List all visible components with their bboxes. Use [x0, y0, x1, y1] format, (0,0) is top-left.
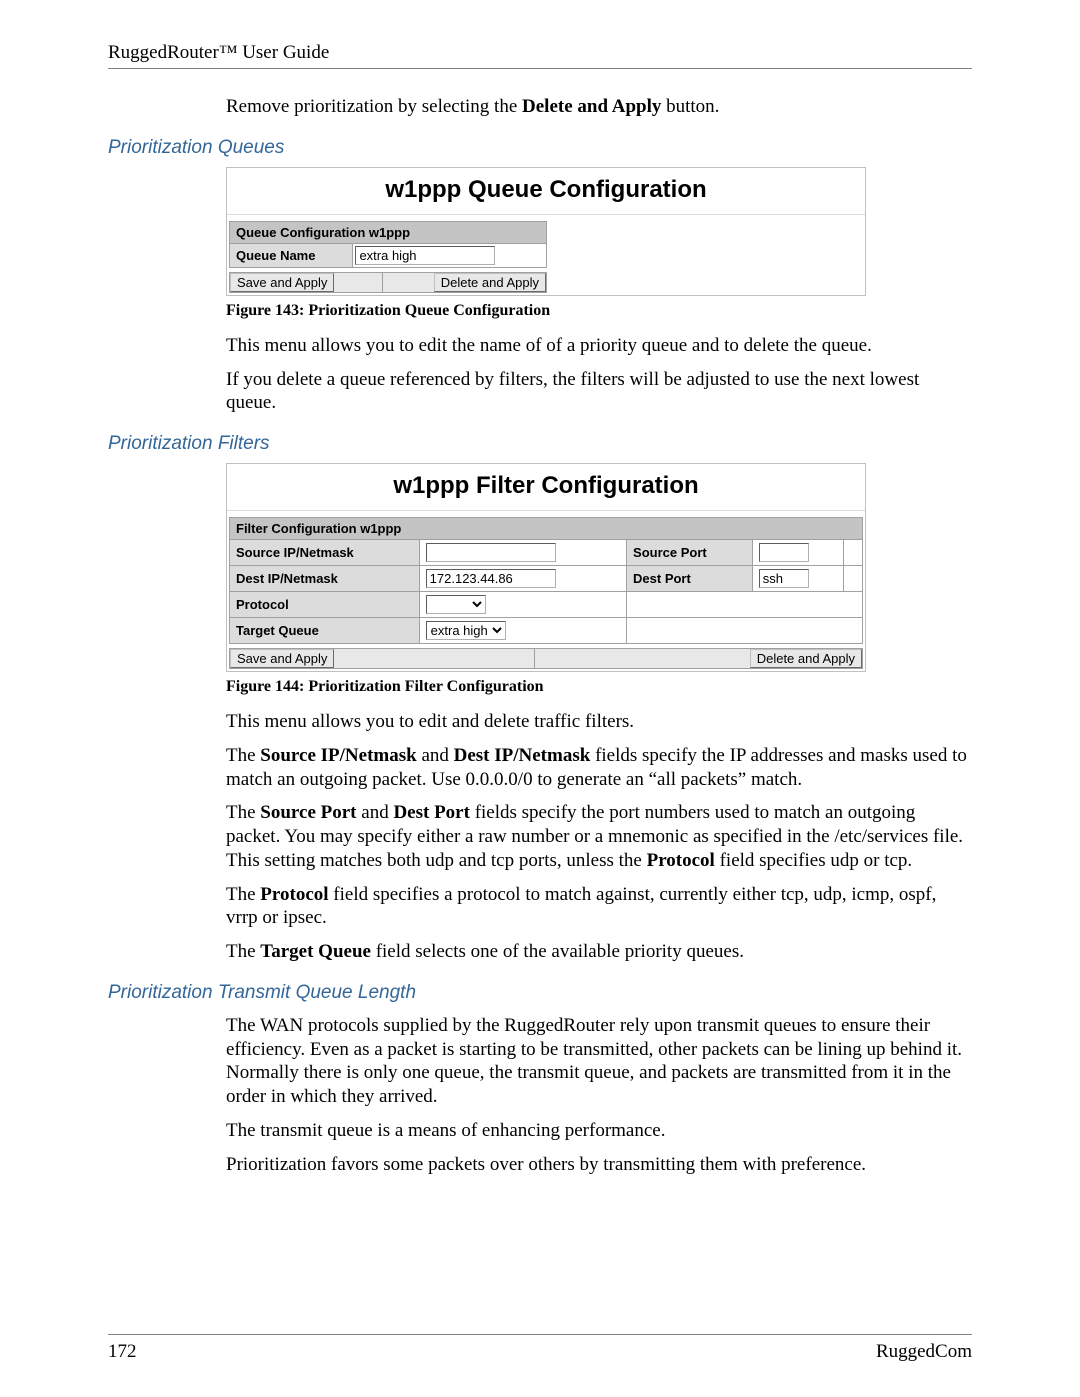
bold-span: Protocol: [260, 884, 328, 905]
filters-paragraph-4: The Protocol field specifies a protocol …: [226, 883, 972, 931]
text-span: and: [357, 802, 394, 823]
bold-span: Dest Port: [393, 802, 470, 823]
queue-table-header: Queue Configuration w1ppp: [230, 221, 547, 243]
queue-delete-button[interactable]: Delete and Apply: [434, 273, 546, 292]
filters-paragraph-5: The Target Queue field selects one of th…: [226, 940, 972, 964]
queue-name-label: Queue Name: [230, 243, 353, 267]
filter-save-button[interactable]: Save and Apply: [230, 649, 334, 668]
intro-pre: Remove prioritization by selecting the: [226, 96, 522, 117]
txqlen-paragraph-1: The WAN protocols supplied by the Rugged…: [226, 1014, 972, 1109]
bold-span: Dest IP/Netmask: [454, 745, 591, 766]
text-span: The: [226, 941, 260, 962]
section-title-queues: Prioritization Queues: [108, 137, 972, 159]
filter-delete-button[interactable]: Delete and Apply: [750, 649, 862, 668]
section-title-filters: Prioritization Filters: [108, 433, 972, 455]
text-span: The: [226, 802, 260, 823]
src-ip-input[interactable]: [426, 543, 556, 562]
queue-save-button[interactable]: Save and Apply: [230, 273, 334, 292]
page-number: 172: [108, 1341, 137, 1362]
text-span: The: [226, 745, 260, 766]
text-span: field specifies a protocol to match agai…: [226, 884, 936, 929]
bold-span: Target Queue: [260, 941, 371, 962]
dest-ip-input[interactable]: [426, 569, 556, 588]
queues-paragraph-1: This menu allows you to edit the name of…: [226, 334, 972, 358]
filter-table: Filter Configuration w1ppp Source IP/Net…: [229, 517, 863, 644]
queue-table: Queue Configuration w1ppp Queue Name: [229, 221, 547, 268]
target-queue-label: Target Queue: [230, 618, 420, 644]
figure-caption-144: Figure 144: Prioritization Filter Config…: [226, 678, 972, 696]
section-title-txqlen: Prioritization Transmit Queue Length: [108, 982, 972, 1004]
src-ip-label: Source IP/Netmask: [230, 540, 420, 566]
dest-port-label: Dest Port: [627, 566, 753, 592]
txqlen-paragraph-3: Prioritization favors some packets over …: [226, 1153, 972, 1177]
bold-span: Source Port: [260, 802, 356, 823]
figure-filter-title: w1ppp Filter Configuration: [227, 464, 865, 511]
txqlen-paragraph-2: The transmit queue is a means of enhanci…: [226, 1119, 972, 1143]
bold-span: Protocol: [647, 850, 715, 871]
protocol-label: Protocol: [230, 592, 420, 618]
src-port-input[interactable]: [759, 543, 809, 562]
footer-brand: RuggedCom: [876, 1341, 972, 1363]
filters-paragraph-3: The Source Port and Dest Port fields spe…: [226, 801, 972, 872]
text-span: field selects one of the available prior…: [371, 941, 744, 962]
page-footer: 172 RuggedCom: [108, 1334, 972, 1363]
filters-paragraph-1: This menu allows you to edit and delete …: [226, 710, 972, 734]
filters-paragraph-2: The Source IP/Netmask and Dest IP/Netmas…: [226, 744, 972, 792]
text-span: The: [226, 884, 260, 905]
intro-bold: Delete and Apply: [522, 96, 661, 117]
dest-port-input[interactable]: [759, 569, 809, 588]
queue-name-input[interactable]: [355, 246, 495, 265]
figure-caption-143: Figure 143: Prioritization Queue Configu…: [226, 302, 972, 320]
protocol-select[interactable]: [426, 595, 486, 614]
target-queue-select[interactable]: extra high: [426, 621, 506, 640]
figure-filter-config: w1ppp Filter Configuration Filter Config…: [226, 463, 866, 672]
text-span: field specifies udp or tcp.: [715, 850, 912, 871]
figure-queue-config: w1ppp Queue Configuration Queue Configur…: [226, 167, 866, 296]
text-span: and: [417, 745, 454, 766]
dest-ip-label: Dest IP/Netmask: [230, 566, 420, 592]
intro-post: button.: [661, 96, 719, 117]
src-port-label: Source Port: [627, 540, 753, 566]
intro-paragraph: Remove prioritization by selecting the D…: [226, 95, 972, 119]
queues-paragraph-2: If you delete a queue referenced by filt…: [226, 368, 972, 416]
figure-queue-title: w1ppp Queue Configuration: [227, 168, 865, 215]
bold-span: Source IP/Netmask: [260, 745, 416, 766]
page-header: RuggedRouter™ User Guide: [108, 42, 972, 69]
filter-table-header: Filter Configuration w1ppp: [230, 518, 863, 540]
